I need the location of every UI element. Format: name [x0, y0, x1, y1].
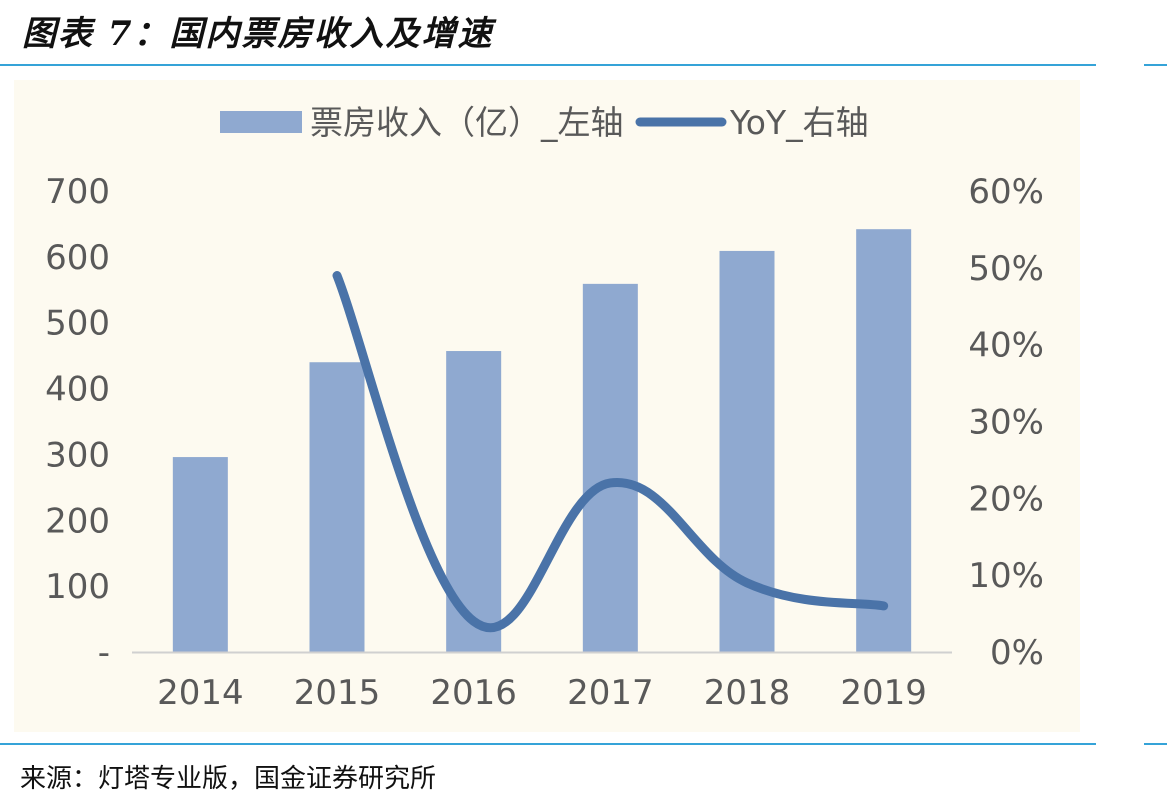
y-left-tick-label: 500 — [45, 304, 110, 344]
y-right-tick-label: 30% — [968, 403, 1044, 443]
y-left-tick-label: 700 — [45, 172, 110, 212]
bar — [856, 229, 912, 652]
y-right-tick-label: 50% — [968, 249, 1044, 289]
y-left-tick-label: 300 — [45, 435, 110, 475]
bottom-rule-right — [1144, 743, 1167, 745]
y-right-tick-label: 10% — [968, 556, 1044, 596]
y-left-tick-label: 400 — [45, 370, 110, 410]
legend-bar-label: 票房收入（亿）_左轴 — [310, 103, 624, 142]
y-left-tick-label: 200 — [45, 501, 110, 541]
legend-bar-swatch — [220, 111, 302, 133]
y-right-tick-label: 0% — [990, 633, 1044, 673]
y-left-tick-label: 100 — [45, 567, 110, 607]
y-right-tick-label: 40% — [968, 326, 1044, 366]
bar — [582, 283, 638, 652]
x-tick-label: 2017 — [567, 673, 654, 713]
x-tick-label: 2015 — [294, 673, 381, 713]
y-left-tick-label: - — [98, 633, 110, 673]
bottom-rule — [0, 743, 1096, 745]
y-right-tick-label: 20% — [968, 479, 1044, 519]
x-tick-label: 2019 — [840, 673, 927, 713]
y-right-tick-label: 60% — [968, 172, 1044, 212]
yoy-line — [332, 271, 889, 633]
y-left-tick-label: 600 — [45, 238, 110, 278]
x-tick-label: 2018 — [704, 673, 791, 713]
bar — [172, 457, 228, 652]
figure-title: 图表 7：国内票房收入及增速 — [22, 14, 494, 54]
legend-line-label: YoY_右轴 — [729, 103, 869, 142]
x-tick-label: 2014 — [157, 673, 244, 713]
x-tick-label: 2016 — [430, 673, 517, 713]
top-rule — [0, 64, 1096, 66]
source-note: 来源：灯塔专业版，国金证券研究所 — [20, 764, 437, 794]
top-rule-right — [1144, 64, 1167, 66]
bar — [309, 362, 365, 652]
